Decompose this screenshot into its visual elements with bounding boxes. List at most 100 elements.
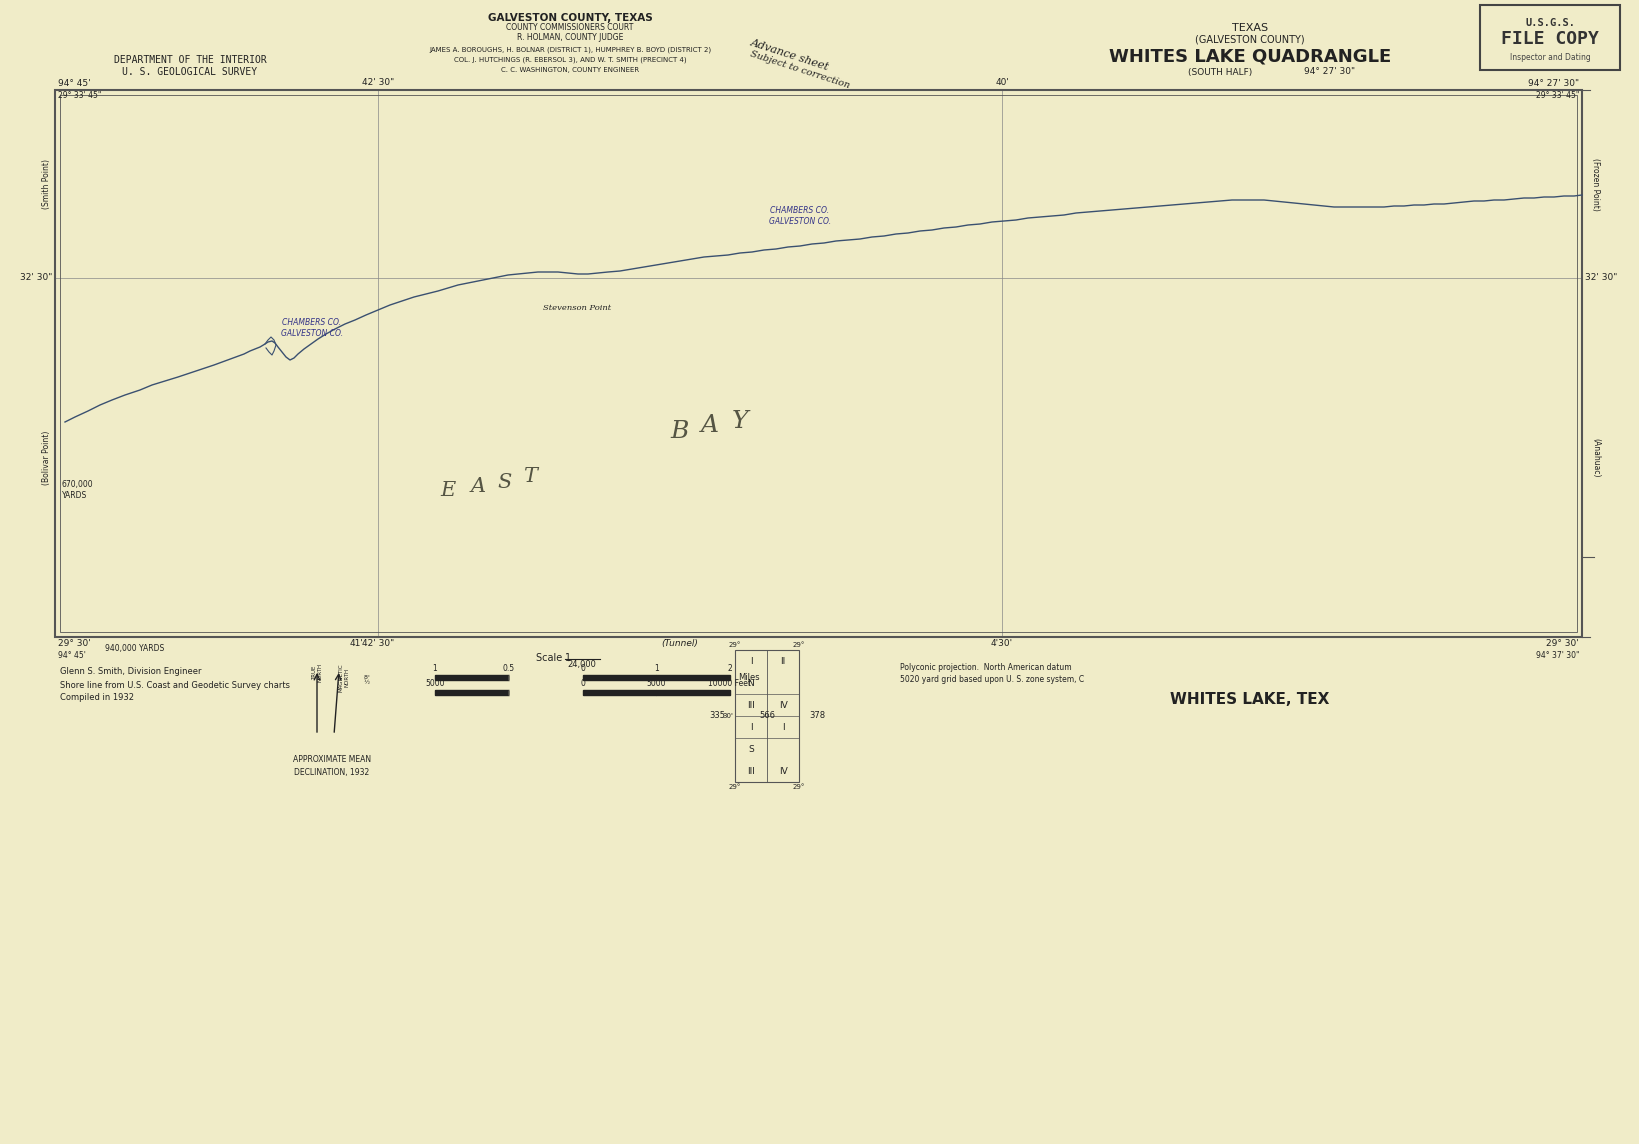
Text: COUNTY COMMISSIONERS COURT: COUNTY COMMISSIONERS COURT — [506, 24, 634, 32]
Text: 4'30': 4'30' — [992, 639, 1013, 648]
Text: (Bolivar Point): (Bolivar Point) — [43, 430, 51, 485]
Text: 1: 1 — [654, 664, 659, 673]
Text: S: S — [747, 745, 754, 754]
Text: Stevenson Point: Stevenson Point — [543, 304, 611, 312]
Text: 0: 0 — [580, 680, 585, 688]
Text: 940,000 YARDS: 940,000 YARDS — [105, 643, 164, 652]
Text: E: E — [441, 480, 456, 500]
Text: (Frozen Point): (Frozen Point) — [1591, 158, 1601, 210]
Text: C. C. WASHINGTON, COUNTY ENGINEER: C. C. WASHINGTON, COUNTY ENGINEER — [502, 67, 639, 73]
Text: 42' 30": 42' 30" — [362, 78, 393, 87]
Text: IV: IV — [779, 766, 787, 776]
Text: Polyconic projection.  North American datum: Polyconic projection. North American dat… — [900, 664, 1072, 673]
Text: 1: 1 — [433, 664, 438, 673]
Text: JAMES A. BOROUGHS, H. BOLNAR (DISTRICT 1), HUMPHREY B. BOYD (DISTRICT 2): JAMES A. BOROUGHS, H. BOLNAR (DISTRICT 1… — [429, 47, 711, 54]
Text: (Anahuac): (Anahuac) — [1591, 438, 1601, 477]
Text: 29°: 29° — [729, 642, 741, 648]
Text: 24,000: 24,000 — [567, 660, 597, 669]
Text: Y: Y — [731, 410, 749, 432]
Text: 2: 2 — [728, 664, 733, 673]
Text: 5000: 5000 — [425, 680, 444, 688]
Text: 0: 0 — [580, 664, 585, 673]
Text: 94° 37' 30": 94° 37' 30" — [1536, 651, 1578, 660]
Text: COL. J. HUTCHINGS (R. EBERSOL 3), AND W. T. SMITH (PRECINCT 4): COL. J. HUTCHINGS (R. EBERSOL 3), AND W.… — [454, 57, 687, 63]
Text: R. HOLMAN, COUNTY JUDGE: R. HOLMAN, COUNTY JUDGE — [516, 33, 623, 42]
Text: APPROXIMATE MEAN: APPROXIMATE MEAN — [293, 755, 370, 764]
Text: I: I — [749, 723, 752, 731]
Text: DECLINATION, 1932: DECLINATION, 1932 — [295, 768, 370, 777]
Text: I: I — [749, 657, 752, 666]
Text: (Tunnel): (Tunnel) — [662, 639, 698, 648]
Text: 32' 30": 32' 30" — [1585, 273, 1618, 283]
Text: 40': 40' — [995, 78, 1010, 87]
Text: (GALVESTON COUNTY): (GALVESTON COUNTY) — [1195, 35, 1305, 45]
Text: 29°: 29° — [793, 642, 805, 648]
Bar — [508, 675, 582, 680]
Text: TRUE
NORTH: TRUE NORTH — [311, 664, 323, 682]
Text: GALVESTON CO.: GALVESTON CO. — [280, 329, 343, 337]
Text: 32' 30": 32' 30" — [20, 273, 52, 283]
Text: 5020 yard grid based upon U. S. zone system, C: 5020 yard grid based upon U. S. zone sys… — [900, 675, 1083, 684]
Text: Compiled in 1932: Compiled in 1932 — [61, 693, 134, 702]
Text: WHITES LAKE QUADRANGLE: WHITES LAKE QUADRANGLE — [1110, 48, 1392, 66]
Text: CHAMBERS CO.: CHAMBERS CO. — [770, 206, 829, 215]
Text: Subject to correction: Subject to correction — [749, 49, 851, 90]
Text: 42' 30": 42' 30" — [362, 639, 393, 648]
Text: 0.5: 0.5 — [503, 664, 515, 673]
Text: 29° 30': 29° 30' — [57, 639, 90, 648]
Text: CHAMBERS CO.: CHAMBERS CO. — [282, 318, 341, 327]
Text: YARDS: YARDS — [62, 492, 87, 501]
Text: Shore line from U.S. Coast and Geodetic Survey charts: Shore line from U.S. Coast and Geodetic … — [61, 682, 290, 691]
Text: 94° 27' 30": 94° 27' 30" — [1528, 79, 1578, 88]
Text: S: S — [498, 472, 511, 492]
Text: 41': 41' — [349, 639, 362, 648]
Text: WHITES LAKE, TEX: WHITES LAKE, TEX — [1170, 692, 1329, 707]
Text: A: A — [701, 414, 720, 437]
Text: 29° 33' 45": 29° 33' 45" — [1536, 92, 1578, 100]
Text: U. S. GEOLOGICAL SURVEY: U. S. GEOLOGICAL SURVEY — [123, 67, 257, 77]
Text: B: B — [670, 421, 688, 444]
Text: 29°: 29° — [793, 784, 805, 791]
Bar — [582, 690, 656, 696]
Text: U.S.G.S.: U.S.G.S. — [1524, 18, 1575, 27]
Text: Glenn S. Smith, Division Engineer: Glenn S. Smith, Division Engineer — [61, 667, 202, 676]
Text: DEPARTMENT OF THE INTERIOR: DEPARTMENT OF THE INTERIOR — [113, 55, 267, 65]
Text: 29° 30': 29° 30' — [1546, 639, 1578, 648]
Text: Advance sheet: Advance sheet — [749, 38, 831, 72]
Text: T: T — [523, 468, 538, 486]
Text: III: III — [747, 766, 756, 776]
Text: 1: 1 — [565, 653, 570, 664]
Text: II: II — [780, 657, 785, 666]
Bar — [56, 90, 1582, 637]
Text: (Smith Point): (Smith Point) — [43, 159, 51, 209]
Bar — [508, 690, 582, 696]
Text: III: III — [747, 700, 756, 709]
Text: 30': 30' — [723, 713, 733, 718]
Text: Miles: Miles — [738, 673, 759, 682]
Text: A: A — [470, 477, 485, 495]
Text: 29° 33' 45": 29° 33' 45" — [57, 92, 102, 100]
Bar — [434, 690, 508, 696]
Text: 94° 27' 30": 94° 27' 30" — [1305, 67, 1355, 77]
Text: 29°: 29° — [729, 784, 741, 791]
Text: 335: 335 — [710, 712, 724, 721]
Text: Inspector and Dating: Inspector and Dating — [1510, 53, 1590, 62]
Text: N: N — [747, 678, 754, 688]
Text: I: I — [782, 723, 785, 731]
Text: TEXAS: TEXAS — [1233, 23, 1269, 33]
Text: 5000: 5000 — [646, 680, 665, 688]
Text: 8°
½: 8° ½ — [364, 675, 370, 685]
Bar — [656, 675, 729, 680]
Text: FILE COPY: FILE COPY — [1501, 30, 1600, 48]
Text: 94° 45': 94° 45' — [57, 651, 85, 660]
Text: 10000 Feet: 10000 Feet — [708, 680, 752, 688]
Text: GALVESTON CO.: GALVESTON CO. — [769, 217, 831, 227]
Text: IV: IV — [779, 700, 787, 709]
Bar — [61, 95, 1577, 631]
Text: MAGNETIC
NORTH: MAGNETIC NORTH — [339, 664, 349, 692]
Text: GALVESTON COUNTY, TEXAS: GALVESTON COUNTY, TEXAS — [488, 13, 652, 23]
Bar — [434, 675, 508, 680]
Bar — [582, 675, 656, 680]
Bar — [1480, 5, 1619, 70]
Bar — [734, 650, 798, 782]
